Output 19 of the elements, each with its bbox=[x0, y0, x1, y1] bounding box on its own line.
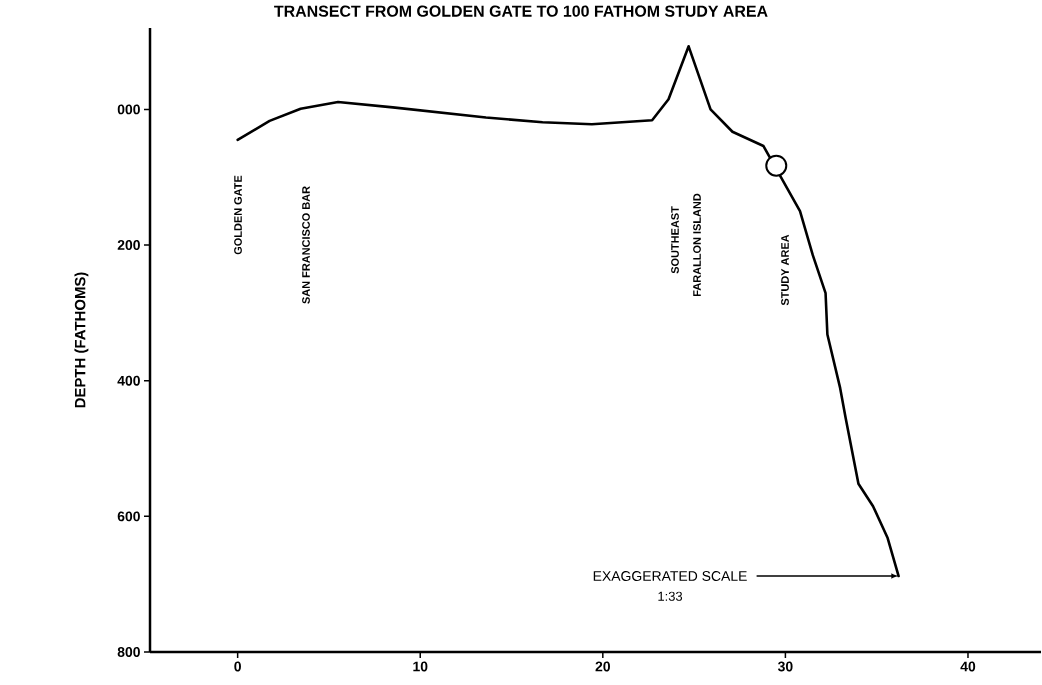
y-tick-label: 200 bbox=[117, 240, 140, 250]
annotation: FARALLON ISLAND bbox=[693, 193, 701, 296]
annotation: SOUTHEAST bbox=[671, 206, 679, 274]
annotation: SAN FRANCISCO BAR bbox=[302, 186, 310, 304]
x-tick-label: 20 bbox=[595, 661, 610, 672]
y-tick-label: 000 bbox=[117, 104, 140, 115]
y-axis-title: DEPTH (FATHOMS) bbox=[74, 272, 89, 408]
y-tick-label: 800 bbox=[117, 647, 140, 657]
y-tick-label: 600 bbox=[117, 511, 140, 522]
annotation: EXAGGERATED SCALE bbox=[593, 571, 747, 581]
annotation: 1:33 bbox=[658, 591, 683, 601]
x-tick-label: 40 bbox=[960, 661, 976, 672]
x-tick-label: 10 bbox=[413, 661, 428, 672]
chart-title: TRANSECT FROM GOLDEN GATE TO 100 FATHOM STUDY AREA bbox=[274, 5, 768, 17]
x-tick-label: 30 bbox=[777, 661, 793, 672]
annotation: GOLDEN GATE bbox=[234, 175, 242, 255]
annotation: STUDY AREA bbox=[781, 234, 789, 306]
y-tick-label: 400 bbox=[117, 375, 140, 386]
x-tick-label: 0 bbox=[234, 661, 241, 672]
